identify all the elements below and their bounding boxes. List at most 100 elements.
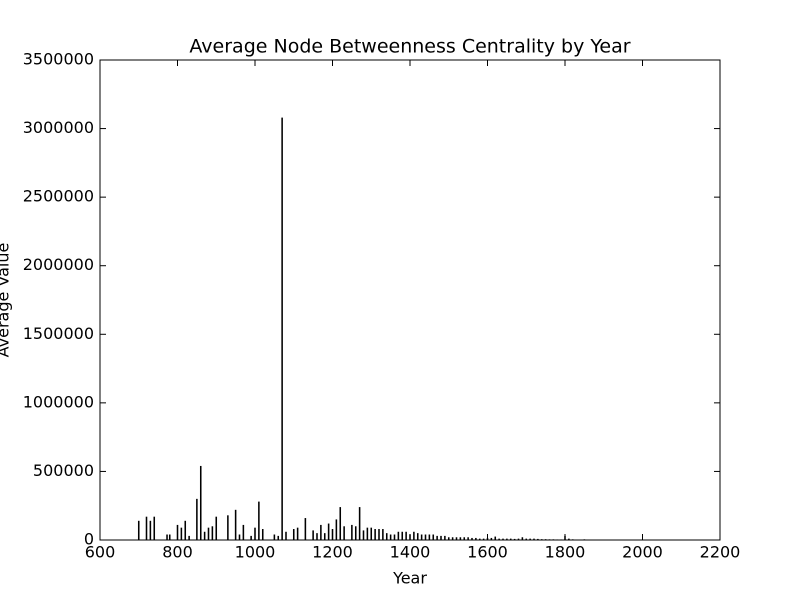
bar: [420, 534, 423, 540]
bar: [215, 516, 218, 540]
bar: [370, 527, 373, 540]
bar: [354, 526, 357, 540]
bar: [424, 534, 427, 540]
bar: [184, 520, 187, 540]
bar: [509, 538, 512, 540]
bar: [153, 516, 156, 540]
x-axis-label: Year: [392, 569, 427, 588]
bar: [478, 538, 481, 540]
bar: [529, 538, 531, 540]
bar: [568, 538, 570, 540]
bar: [180, 527, 183, 540]
x-tick-label: 1800: [545, 543, 586, 562]
bar: [436, 535, 438, 540]
x-tick-label: 1200: [312, 543, 353, 562]
bar: [296, 527, 299, 540]
bar: [571, 539, 574, 540]
bar: [316, 533, 318, 540]
bar: [432, 534, 435, 540]
bar: [351, 524, 353, 540]
bar: [238, 534, 241, 540]
bar: [261, 529, 264, 540]
bar: [389, 534, 392, 540]
bar: [463, 537, 466, 540]
bar: [428, 534, 431, 540]
bar: [168, 534, 171, 540]
y-tick-label: 3500000: [23, 50, 94, 69]
bar: [254, 527, 256, 540]
bar: [413, 531, 415, 540]
bar: [227, 515, 229, 540]
x-tick-label: 600: [85, 543, 116, 562]
bar: [277, 535, 280, 540]
bar: [416, 533, 419, 540]
bar: [409, 534, 411, 540]
bar: [199, 465, 202, 540]
bar: [393, 534, 396, 540]
bar: [560, 539, 562, 540]
bar: [176, 524, 179, 540]
bar: [486, 537, 489, 540]
bar: [490, 537, 493, 540]
bar: [331, 529, 334, 540]
bar: [564, 535, 566, 540]
bar: [583, 539, 586, 540]
bar: [203, 531, 206, 540]
bar: [401, 531, 404, 540]
bar: [471, 537, 473, 540]
y-axis-label: Average Value: [0, 243, 13, 358]
bar: [366, 527, 369, 540]
bar: [211, 526, 214, 540]
bar: [207, 527, 210, 540]
bar: [447, 537, 450, 540]
y-tick-label: 1500000: [23, 324, 94, 343]
bar: [149, 520, 152, 540]
x-tick-label: 2200: [700, 543, 741, 562]
x-tick-label: 2000: [622, 543, 663, 562]
bar: [304, 518, 307, 540]
bar: [444, 535, 446, 540]
bar: [343, 526, 345, 540]
bar: [378, 529, 380, 540]
bar: [327, 523, 330, 540]
bar: [544, 539, 547, 540]
bar: [292, 529, 295, 540]
bar: [494, 536, 497, 540]
bar: [451, 537, 454, 540]
bar: [525, 538, 528, 540]
bar: [548, 539, 551, 540]
bar: [312, 530, 314, 540]
bar: [459, 537, 462, 540]
bar: [467, 537, 469, 540]
bar: [556, 539, 559, 540]
bar: [362, 530, 365, 540]
bar: [521, 537, 524, 540]
y-tick-label: 0: [84, 530, 94, 549]
chart-title: Average Node Betweenness Centrality by Y…: [189, 36, 630, 58]
y-tick-label: 2000000: [23, 255, 94, 274]
bar: [358, 507, 361, 540]
bar: [145, 516, 148, 540]
bar: [234, 509, 237, 540]
x-tick-label: 1000: [235, 543, 276, 562]
bar: [540, 539, 543, 540]
bar: [320, 524, 322, 540]
bar: [385, 533, 388, 540]
bar: [335, 519, 338, 540]
bar: [196, 498, 198, 540]
bar: [137, 520, 140, 540]
bar: [498, 538, 500, 540]
bar: [258, 501, 260, 540]
bar: [482, 538, 485, 540]
bar: [517, 538, 520, 540]
y-tick-label: 500000: [33, 461, 94, 480]
y-tick-label: 1000000: [23, 392, 94, 411]
bar: [374, 529, 376, 540]
bar: [281, 117, 283, 540]
y-tick-label: 2500000: [23, 187, 94, 206]
bar: [537, 538, 539, 540]
bar: [382, 529, 384, 540]
bar: [285, 531, 287, 540]
bar: [502, 538, 504, 540]
